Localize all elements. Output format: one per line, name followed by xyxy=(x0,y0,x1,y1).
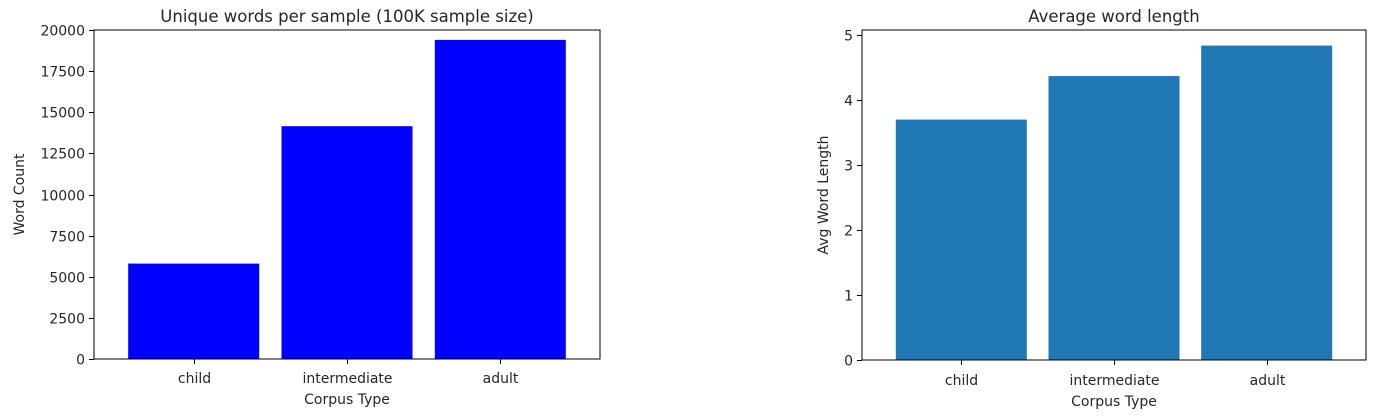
avg-word-length-bar-intermediate xyxy=(1048,76,1180,360)
word-count-bar-child xyxy=(128,263,260,359)
word-count-y-tick-label: 2500 xyxy=(49,312,85,328)
avg-word-length-y-tick-label: 1 xyxy=(844,289,853,305)
word-count-y-tick-label: 7500 xyxy=(49,230,85,246)
avg-word-length-y-tick-label: 4 xyxy=(844,94,853,110)
avg-word-length-y-tick-label: 5 xyxy=(844,29,853,45)
avg-word-length-x-tick-label-intermediate: intermediate xyxy=(1069,373,1159,389)
word-count-y-tick-label: 5000 xyxy=(49,271,85,287)
word-count-chart-title: Unique words per sample (100K sample siz… xyxy=(160,7,533,26)
word-count-y-axis-label: Word Count xyxy=(12,153,28,236)
avg-word-length-y-tick-label: 2 xyxy=(844,224,853,240)
word-count-y-tick-label: 12500 xyxy=(40,147,85,163)
avg-word-length-bar-child xyxy=(895,119,1027,360)
word-count-y-tick-label: 10000 xyxy=(40,189,85,205)
word-count-x-tick-label-child: child xyxy=(178,371,211,387)
avg-word-length-x-tick-label-child: child xyxy=(945,373,978,389)
word-count-y-tick-label: 0 xyxy=(76,353,85,369)
word-count-y-tick-label: 20000 xyxy=(40,24,85,40)
word-count-bar-intermediate xyxy=(281,126,413,359)
word-count-chart: 0 2500 5000 7500 10000 12500 15000 17500 20000 ch… xyxy=(12,7,601,408)
word-count-y-tick-label: 15000 xyxy=(40,106,85,122)
avg-word-length-chart: 0 1 2 3 4 5 child intermediate adult Average word… xyxy=(816,7,1367,410)
avg-word-length-y-axis-label: Avg Word Length xyxy=(816,135,832,254)
word-count-bar-adult xyxy=(434,39,566,360)
word-count-y-tick-label: 17500 xyxy=(40,65,85,81)
avg-word-length-y-tick-label: 0 xyxy=(844,354,853,370)
word-count-x-tick-label-adult: adult xyxy=(483,371,519,387)
word-count-x-axis-label: Corpus Type xyxy=(304,392,390,408)
avg-word-length-bar-adult xyxy=(1201,45,1333,360)
word-count-x-tick-label-intermediate: intermediate xyxy=(302,371,392,387)
avg-word-length-chart-title: Average word length xyxy=(1028,7,1199,26)
avg-word-length-y-tick-label: 3 xyxy=(844,159,853,175)
avg-word-length-x-tick-label-adult: adult xyxy=(1250,373,1286,389)
avg-word-length-x-axis-label: Corpus Type xyxy=(1071,394,1157,410)
